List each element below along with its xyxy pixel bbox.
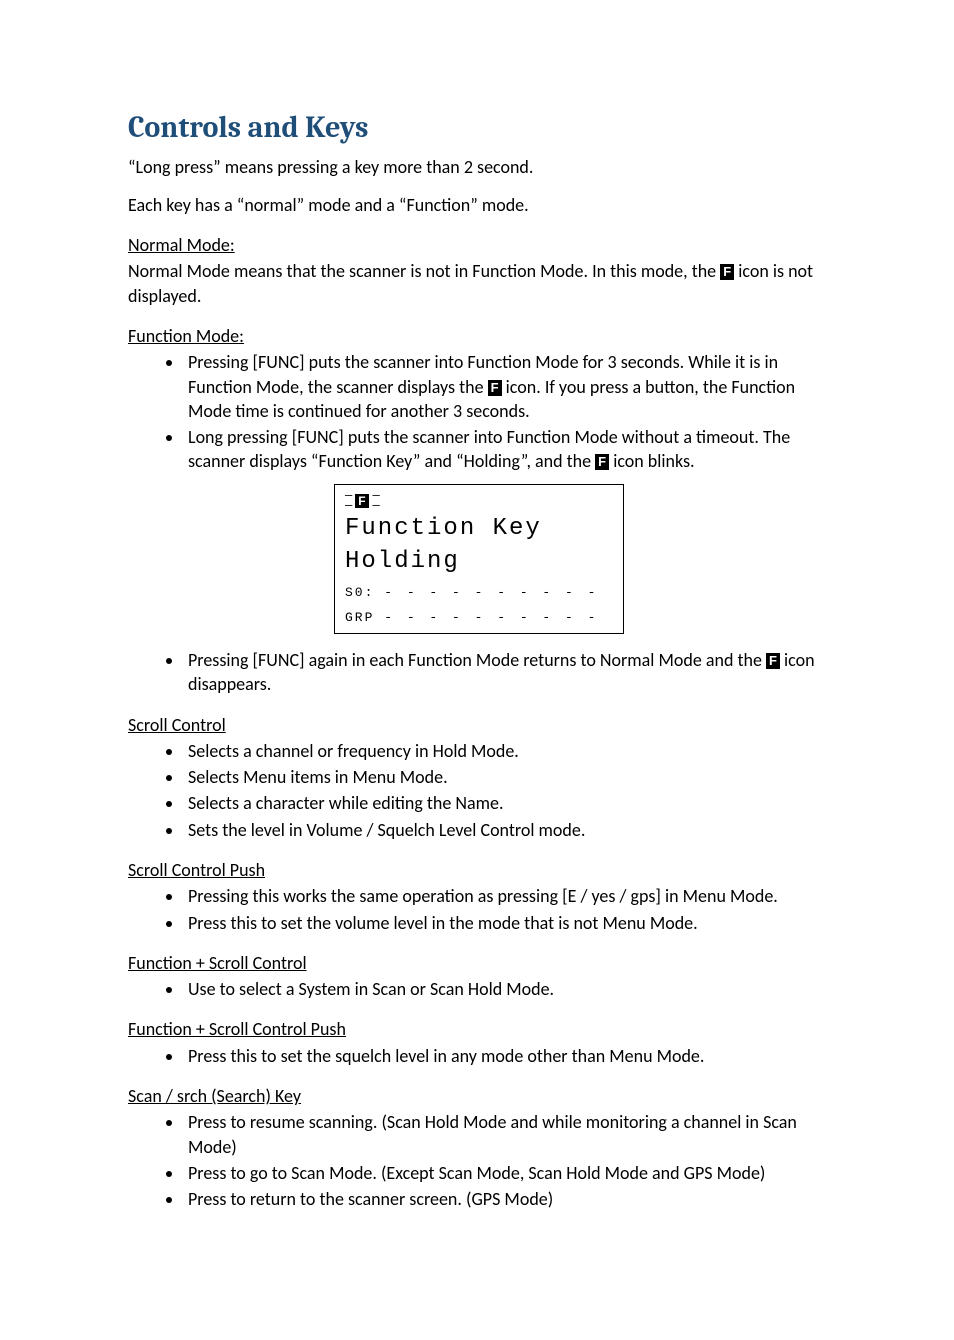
signal-lines-right-icon: ── — [373, 491, 379, 511]
list-item: Selects a channel or frequency in Hold M… — [184, 739, 830, 763]
list-item: Use to select a System in Scan or Scan H… — [184, 977, 830, 1001]
lcd-s0-label: S0: — [345, 585, 374, 600]
list-item: Press to go to Scan Mode. (Except Scan M… — [184, 1161, 830, 1185]
fm-after-pre: Pressing [FUNC] again in each Function M… — [188, 649, 766, 671]
func-scroll-control-push-list: Press this to set the squelch level in a… — [128, 1044, 830, 1068]
intro-line-1: “Long press” means pressing a key more t… — [128, 155, 830, 179]
f-icon: F — [355, 494, 368, 508]
f-icon: F — [720, 264, 734, 280]
list-item: Press this to set the volume level in th… — [184, 911, 830, 935]
lcd-display: ── F ── Function Key Holding S0: - - - -… — [334, 484, 624, 634]
scan-srch-label: Scan / srch (Search) Key — [128, 1084, 830, 1108]
func-scroll-control-list: Use to select a System in Scan or Scan H… — [128, 977, 830, 1001]
lcd-grp-row: GRP - - - - - - - - - - — [345, 610, 613, 627]
f-icon: F — [766, 653, 780, 669]
f-icon: F — [595, 454, 609, 470]
page-title: Controls and Keys — [128, 108, 830, 149]
list-item: Selects Menu items in Menu Mode. — [184, 765, 830, 789]
lcd-grp-label: GRP — [345, 610, 374, 625]
normal-mode-text-pre: Normal Mode means that the scanner is no… — [128, 260, 720, 282]
list-item: Long pressing [FUNC] puts the scanner in… — [184, 425, 830, 474]
list-item: Pressing [FUNC] again in each Function M… — [184, 648, 830, 697]
normal-mode-label: Normal Mode: — [128, 233, 830, 257]
normal-mode-text: Normal Mode means that the scanner is no… — [128, 259, 830, 308]
lcd-s0-row: S0: - - - - - - - - - - — [345, 585, 613, 602]
scroll-control-push-list: Pressing this works the same operation a… — [128, 884, 830, 935]
lcd-grp-dashes: - - - - - - - - - - — [384, 610, 599, 625]
function-mode-after-list: Pressing [FUNC] again in each Function M… — [128, 648, 830, 697]
list-item: Press this to set the squelch level in a… — [184, 1044, 830, 1068]
lcd-display-region: ── F ── Function Key Holding S0: - - - -… — [128, 484, 830, 634]
intro-line-2: Each key has a “normal” mode and a “Func… — [128, 193, 830, 217]
scroll-control-push-label: Scroll Control Push — [128, 858, 830, 882]
lcd-line-1: Function Key — [345, 513, 613, 544]
function-mode-label: Function Mode: — [128, 324, 830, 348]
scroll-control-list: Selects a channel or frequency in Hold M… — [128, 739, 830, 842]
fm-bullet2-post: icon blinks. — [609, 450, 694, 472]
list-item: Sets the level in Volume / Squelch Level… — [184, 818, 830, 842]
list-item: Pressing this works the same operation a… — [184, 884, 830, 908]
lcd-top-row: ── F ── — [345, 491, 613, 511]
lcd-line-2: Holding — [345, 546, 613, 577]
lcd-s0-dashes: - - - - - - - - - - — [384, 585, 599, 600]
list-item: Pressing [FUNC] puts the scanner into Fu… — [184, 350, 830, 423]
function-mode-list: Pressing [FUNC] puts the scanner into Fu… — [128, 350, 830, 473]
list-item: Press to return to the scanner screen. (… — [184, 1187, 830, 1211]
f-icon: F — [488, 380, 502, 396]
list-item: Selects a character while editing the Na… — [184, 791, 830, 815]
func-scroll-control-push-label: Function + Scroll Control Push — [128, 1017, 830, 1041]
func-scroll-control-label: Function + Scroll Control — [128, 951, 830, 975]
signal-lines-left-icon: ── — [345, 491, 351, 511]
fm-bullet2-pre: Long pressing [FUNC] puts the scanner in… — [188, 426, 790, 472]
list-item: Press to resume scanning. (Scan Hold Mod… — [184, 1110, 830, 1159]
scroll-control-label: Scroll Control — [128, 713, 830, 737]
scan-srch-list: Press to resume scanning. (Scan Hold Mod… — [128, 1110, 830, 1211]
